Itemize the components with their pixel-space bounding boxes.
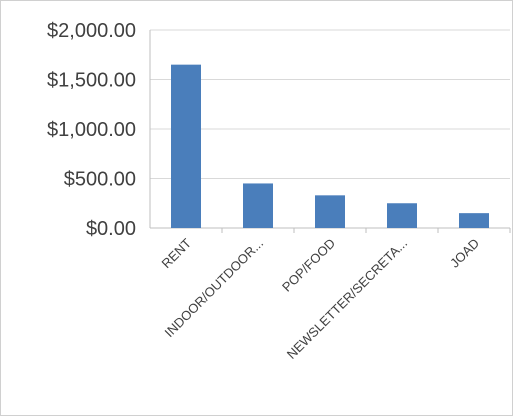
x-tick-label: POP/FOOD xyxy=(279,236,338,295)
y-tick-label: $1,500.00 xyxy=(47,70,136,92)
x-tick-label: RENT xyxy=(158,235,194,271)
bar xyxy=(243,183,273,228)
bar xyxy=(459,213,489,228)
y-tick-label: $500.00 xyxy=(64,169,136,191)
bar xyxy=(171,64,201,229)
y-tick-label: $2,000.00 xyxy=(47,20,136,42)
x-tick-label: JOAD xyxy=(447,236,482,271)
y-tick-label: $1,000.00 xyxy=(47,119,136,141)
y-tick-label: $0.00 xyxy=(86,218,136,240)
bar xyxy=(387,203,417,228)
x-tick-label: NEWSLETTER/SECRETA... xyxy=(284,236,410,362)
bar xyxy=(315,195,345,228)
